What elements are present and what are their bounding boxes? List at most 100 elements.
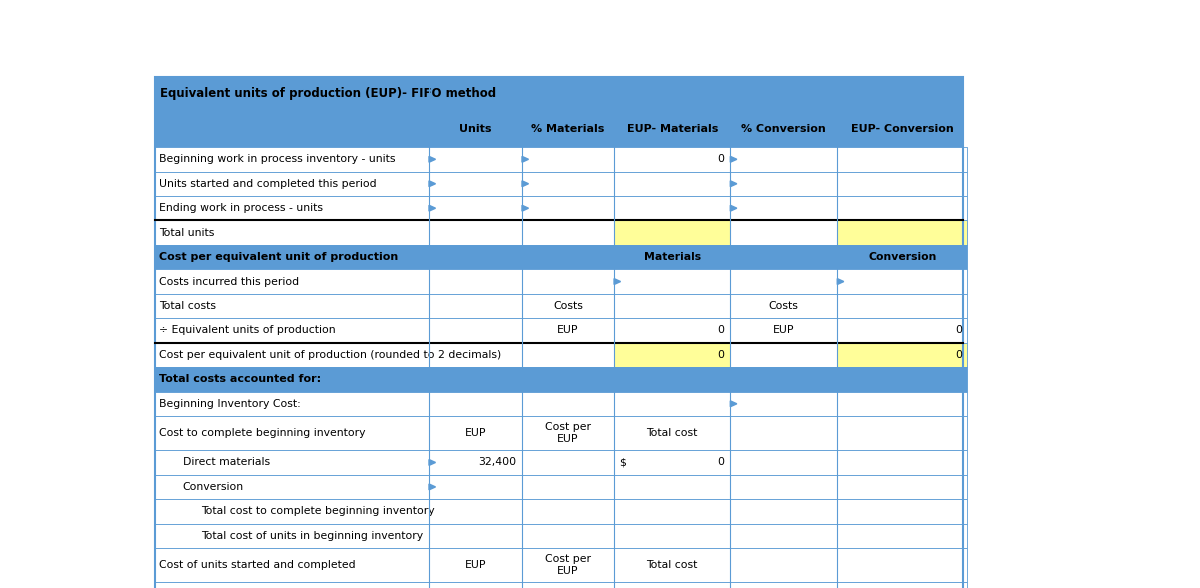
Bar	[430, 147, 522, 172]
Bar	[731, 450, 838, 475]
Bar	[522, 475, 614, 499]
Bar	[731, 582, 838, 588]
Bar	[430, 196, 522, 220]
Bar	[522, 245, 614, 269]
Bar	[614, 523, 731, 548]
Bar	[731, 269, 838, 294]
Text: EUP- Materials: EUP- Materials	[626, 123, 718, 133]
Bar	[838, 450, 967, 475]
Bar	[522, 499, 614, 523]
Bar	[430, 220, 522, 245]
Bar	[731, 147, 838, 172]
Bar	[522, 523, 614, 548]
Bar	[838, 367, 967, 392]
Text: 0: 0	[718, 154, 725, 164]
Bar	[614, 499, 731, 523]
Bar	[430, 367, 522, 392]
Bar	[838, 499, 967, 523]
Bar	[430, 343, 522, 367]
Text: Total units: Total units	[160, 228, 215, 238]
Polygon shape	[522, 181, 528, 187]
Polygon shape	[731, 156, 737, 162]
Text: Units: Units	[460, 123, 492, 133]
Text: Total costs accounted for:: Total costs accounted for:	[160, 375, 322, 385]
Bar	[522, 269, 614, 294]
Bar	[430, 172, 522, 196]
Text: Conversion: Conversion	[182, 482, 244, 492]
Text: % Materials: % Materials	[532, 123, 605, 133]
Bar	[614, 450, 731, 475]
Bar	[838, 343, 967, 367]
Bar	[614, 220, 731, 245]
Bar	[731, 343, 838, 367]
Bar	[838, 172, 967, 196]
Bar	[838, 416, 967, 450]
Bar	[614, 548, 731, 582]
Bar	[522, 582, 614, 588]
Bar	[430, 416, 522, 450]
Polygon shape	[522, 156, 528, 162]
Bar	[155, 78, 962, 110]
Text: Beginning work in process inventory - units: Beginning work in process inventory - un…	[160, 154, 396, 164]
Bar	[430, 392, 522, 416]
Bar	[731, 548, 838, 582]
Bar	[430, 294, 522, 318]
Bar	[522, 367, 614, 392]
Text: Total costs: Total costs	[160, 301, 216, 311]
Text: Total cost to complete beginning inventory: Total cost to complete beginning invento…	[202, 506, 434, 516]
Bar	[838, 147, 967, 172]
Bar	[614, 367, 731, 392]
Bar	[155, 147, 430, 172]
Bar	[155, 450, 430, 475]
Bar	[731, 220, 838, 245]
Bar	[731, 416, 838, 450]
Bar	[614, 475, 731, 499]
Bar	[155, 416, 430, 450]
Bar	[155, 245, 430, 269]
Bar	[155, 78, 962, 588]
Bar	[731, 294, 838, 318]
Text: ÷ Equivalent units of production: ÷ Equivalent units of production	[160, 325, 336, 335]
Bar	[155, 343, 430, 367]
Text: Materials: Materials	[643, 252, 701, 262]
Bar	[838, 294, 967, 318]
Bar	[614, 172, 731, 196]
Text: $: $	[619, 457, 625, 467]
Bar	[731, 499, 838, 523]
Text: Cost to complete beginning inventory: Cost to complete beginning inventory	[160, 428, 366, 438]
Bar	[731, 367, 838, 392]
Bar	[430, 245, 522, 269]
Bar	[155, 582, 430, 588]
Text: Cost per
EUP: Cost per EUP	[545, 422, 592, 445]
Bar	[155, 499, 430, 523]
Bar	[731, 196, 838, 220]
Bar	[838, 220, 967, 245]
Bar	[614, 269, 731, 294]
Text: Cost of units started and completed: Cost of units started and completed	[160, 560, 356, 570]
Bar	[838, 475, 967, 499]
Bar	[838, 318, 967, 343]
Bar	[522, 450, 614, 475]
Text: 0: 0	[718, 350, 725, 360]
Bar	[838, 196, 967, 220]
Bar	[838, 523, 967, 548]
Polygon shape	[430, 484, 436, 490]
Bar	[522, 147, 614, 172]
Bar	[614, 245, 731, 269]
Text: EUP- Conversion: EUP- Conversion	[851, 123, 954, 133]
Bar	[155, 196, 430, 220]
Bar	[731, 318, 838, 343]
Text: Costs: Costs	[553, 301, 583, 311]
Text: EUP: EUP	[773, 325, 794, 335]
Bar	[838, 245, 967, 269]
Bar	[430, 269, 522, 294]
Text: 32,400: 32,400	[479, 457, 516, 467]
Text: % Conversion: % Conversion	[742, 123, 826, 133]
Text: Cost per equivalent unit of production: Cost per equivalent unit of production	[160, 252, 398, 262]
Bar	[522, 548, 614, 582]
Bar	[155, 475, 430, 499]
Text: Equivalent units of production (EUP)- FIFO method: Equivalent units of production (EUP)- FI…	[161, 87, 497, 100]
Text: 0: 0	[955, 350, 962, 360]
Bar	[522, 196, 614, 220]
Bar	[731, 392, 838, 416]
